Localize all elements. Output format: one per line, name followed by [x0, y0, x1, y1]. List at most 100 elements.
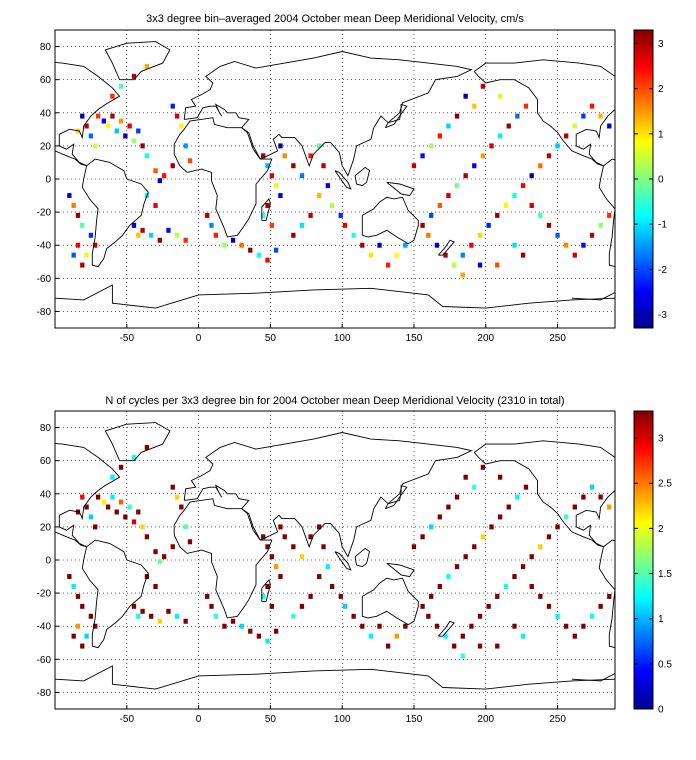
y-tick-label: -60: [37, 655, 52, 666]
bin-cell: [291, 544, 296, 550]
bin-cell: [325, 183, 330, 189]
coastline: [334, 551, 352, 571]
bin-cell: [118, 464, 124, 470]
bin-cell: [161, 554, 167, 560]
bin-cell: [360, 623, 365, 629]
bin-cell: [261, 212, 266, 218]
bin-cell: [230, 618, 236, 624]
bin-cell: [80, 262, 85, 268]
colorbar-tick-label: 3: [658, 39, 664, 50]
bin-cell: [497, 133, 503, 139]
y-tick-label: -20: [37, 208, 52, 219]
bin-cell: [80, 222, 85, 228]
bin-cell: [589, 613, 595, 619]
bin-cell: [273, 564, 279, 570]
bin-cell: [205, 593, 210, 599]
y-tick-label: 60: [40, 75, 52, 86]
bin-cell: [93, 623, 98, 629]
colorbar-tick-label: 0: [658, 175, 664, 186]
bin-cell: [420, 222, 425, 228]
y-tick-label: 80: [40, 423, 52, 434]
bin-cell: [429, 212, 434, 218]
bin-cell: [564, 133, 569, 139]
bin-cell: [256, 633, 262, 639]
bin-cell: [75, 623, 81, 629]
bin-cell: [546, 534, 552, 540]
y-tick-label: 0: [45, 175, 51, 186]
bin-cell: [581, 623, 586, 629]
bin-cell: [463, 93, 468, 99]
bin-cell: [118, 83, 124, 89]
bin-cell: [497, 474, 503, 480]
bin-cell: [157, 559, 162, 565]
bin-cell: [93, 524, 98, 530]
x-tick-label: 250: [549, 714, 566, 725]
colorbar-gradient: [633, 410, 654, 710]
bin-cell: [338, 212, 343, 218]
bin-cell: [497, 514, 503, 520]
bin-cell: [420, 534, 425, 540]
bin-cell: [136, 128, 141, 134]
bin-cell: [506, 123, 511, 129]
coastline: [104, 41, 171, 81]
bin-cell: [110, 474, 115, 480]
bin-cell: [144, 63, 150, 69]
bin-cell: [503, 203, 509, 208]
map-layer: [55, 30, 615, 328]
bin-cell: [84, 123, 89, 129]
coastline: [354, 547, 371, 568]
bin-cell: [183, 524, 188, 530]
coastline: [354, 166, 371, 187]
bin-cell: [308, 534, 313, 540]
bin-cell: [273, 247, 279, 253]
y-tick-label: -80: [37, 688, 52, 699]
bin-cell: [261, 593, 266, 599]
bin-cell: [429, 524, 434, 530]
y-tick-label: 0: [45, 556, 51, 567]
bin-cell: [174, 613, 180, 619]
bin-cell: [278, 193, 283, 199]
y-tick-label: 60: [40, 456, 52, 467]
coastline: [438, 620, 455, 637]
bin-cell: [546, 603, 552, 609]
bin-cell: [273, 183, 279, 189]
bin-cell: [555, 232, 560, 238]
bin-cell: [385, 643, 391, 649]
bin-cell: [555, 143, 560, 149]
y-tick-label: -20: [37, 589, 52, 600]
bin-cell: [317, 193, 322, 199]
bin-cell: [460, 252, 465, 258]
bin-cell: [607, 593, 612, 599]
bin-cell: [538, 544, 543, 550]
bin-cell: [394, 633, 399, 639]
bin-cell: [187, 158, 193, 164]
bin-cell: [598, 603, 603, 609]
bin-cell: [506, 504, 511, 510]
bin-cell: [589, 103, 595, 109]
bin-cell: [546, 222, 552, 228]
bin-cell: [325, 564, 330, 570]
bin-cell: [269, 554, 274, 560]
bin-cell: [291, 232, 296, 238]
bin-cell: [420, 603, 425, 609]
bin-cell: [248, 247, 253, 253]
bin-cell: [209, 603, 214, 609]
coastline: [598, 158, 615, 268]
bin-cell: [538, 163, 543, 169]
bin-cell: [101, 499, 106, 505]
bin-cell: [265, 163, 270, 169]
bin-cell: [512, 623, 517, 629]
bin-cell: [157, 618, 162, 624]
bin-cell: [308, 153, 313, 159]
bin-cell: [572, 123, 577, 129]
bin-cell: [443, 252, 448, 258]
bin-cell: [480, 83, 486, 89]
bin-cell: [179, 504, 184, 510]
bin-cell: [127, 504, 132, 510]
bin-cell: [153, 549, 158, 555]
bin-cell: [454, 113, 460, 119]
bin-cell: [377, 242, 382, 248]
bin-cell: [317, 143, 322, 149]
bin-cell: [437, 584, 442, 589]
bin-cell: [140, 143, 145, 149]
